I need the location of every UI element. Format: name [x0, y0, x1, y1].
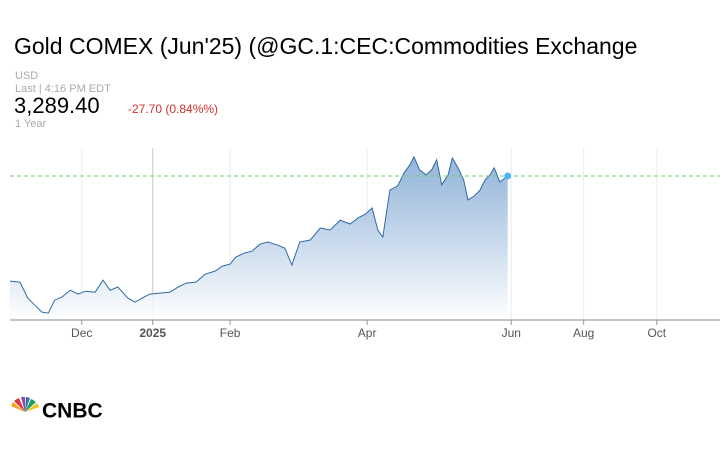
range: 1 Year: [15, 118, 47, 130]
end-marker: [504, 172, 512, 180]
logo: CNBC: [11, 396, 103, 423]
last-time: Last | 4:16 PM EDT: [15, 83, 111, 95]
x-tick-label: 2025: [139, 326, 166, 340]
area: [10, 156, 508, 320]
logo-text: CNBC: [42, 400, 103, 423]
change: -27.70 (0.84%%): [128, 102, 218, 116]
price: 3,289.40: [14, 93, 100, 118]
x-tick-label: Jun: [502, 326, 521, 340]
x-tick-label: Aug: [573, 326, 594, 340]
x-tick-label: Feb: [220, 326, 241, 340]
x-tick-label: Dec: [71, 326, 92, 340]
currency: USD: [15, 70, 38, 82]
title: Gold COMEX (Jun'25) (@GC.1:CEC:Commoditi…: [14, 33, 637, 59]
line: [9, 155, 509, 314]
x-tick-label: Oct: [647, 326, 666, 340]
x-tick-label: Apr: [358, 326, 377, 340]
